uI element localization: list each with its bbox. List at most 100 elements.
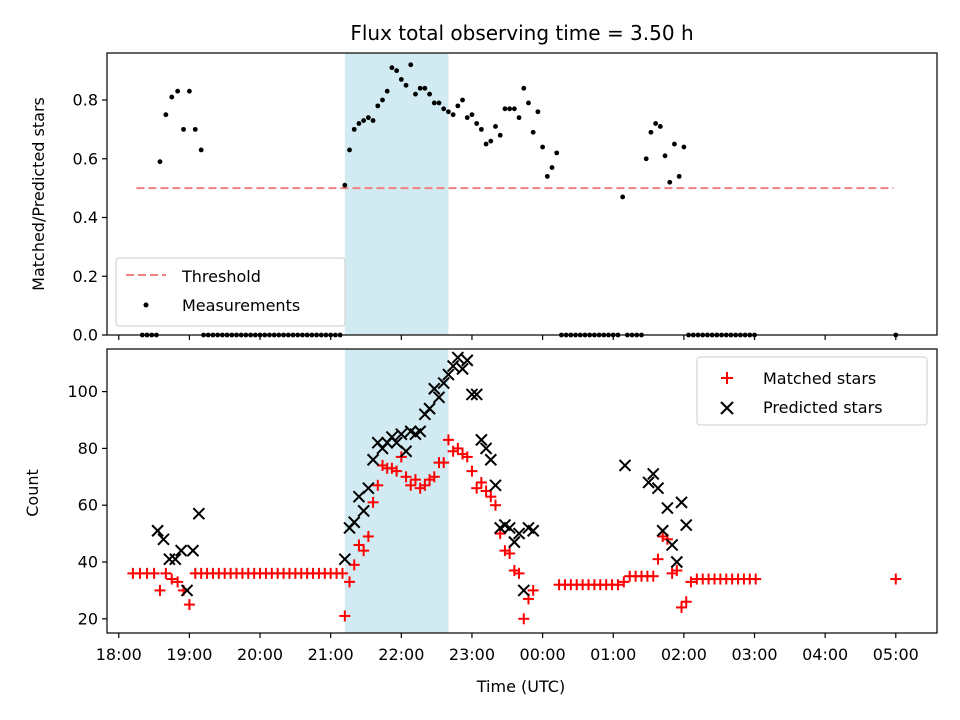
x-tick-label: 22:00 [378,645,424,664]
matched-star-point [148,567,160,579]
measurement-point [464,115,470,121]
predicted-star-point [470,388,483,401]
measurement-point [347,147,352,153]
measurement-point [554,150,560,156]
predicted-star-point [670,555,684,569]
predicted-star-point [413,425,427,438]
top-legend: Threshold Measurements [115,257,346,327]
measurement-point [653,121,659,126]
y-tick-label: 20 [78,609,98,628]
measurement-point [643,156,649,162]
matched-star-point [685,576,697,588]
predicted-star-point [503,521,516,535]
predicted-star-point [512,527,526,540]
matched-star-point [452,442,464,454]
measurement-point [342,182,348,188]
measurement-point [389,65,395,71]
measurement-point [516,115,522,121]
matched-star-point [160,567,172,579]
legend-predicted-swatch [720,401,734,415]
bottom-x-axis-ticks: 18:00 19:00 20:00 21:00 22:00 23:00 00:00 01:00… [96,633,919,664]
measurement-point [648,129,654,135]
x-tick-label: 20:00 [237,645,283,664]
predicted-star-point [357,504,370,518]
x-tick-label: 03:00 [731,645,777,664]
x-tick-label: 18:00 [96,645,142,664]
measurement-point [483,141,489,147]
matched-star-point [527,584,539,596]
predicted-star-point [665,538,679,552]
measurement-point [672,141,677,147]
predicted-star-point [656,524,669,537]
count-subplot: 20 40 60 80 100 18:00 19:00 20:00 21:00 22:00 23:… [23,348,938,696]
matched-star-point [353,539,365,551]
x-tick-label: 19:00 [166,645,212,664]
matched-star-point [419,479,431,491]
predicted-star-point [461,354,474,367]
measurement-point [676,173,682,179]
predicted-star-point [180,584,194,597]
x-tick-label: 23:00 [449,645,495,664]
bottom-legend: Matched stars Predicted stars [696,356,928,426]
matched-star-point [339,610,351,622]
measurement-point [408,62,414,68]
legend-matched-label: Matched stars [763,369,876,388]
predicted-star-point [428,382,441,395]
predicted-star-point [661,501,674,515]
matched-star-point [475,476,487,488]
matched-star-point [504,547,516,559]
measurement-point [511,106,517,112]
measurement-point [403,82,409,88]
measurement-point [361,118,367,123]
top-legend-box [115,257,346,327]
predicted-star-point [348,516,361,529]
measurement-point [544,173,550,179]
matched-star-point [490,499,502,511]
measurement-point [187,88,192,94]
matched-star-point [428,471,440,483]
predicted-star-point [517,584,530,597]
predicted-star-point [423,402,436,415]
predicted-star-point [526,524,540,537]
ratio-subplot: Flux total observing time = 3.50 h 0.00.… [29,21,938,345]
x-tick-label: 00:00 [520,645,566,664]
matched-star-point [471,482,483,494]
measurement-point [441,106,447,112]
observing-window-shade-bottom [344,349,449,633]
matched-star-point [183,599,195,611]
matched-star-point [391,465,403,477]
y-tick-label: 100 [67,382,98,401]
matched-stars-series [127,434,902,625]
legend-measurements-swatch [143,302,149,308]
measurement-point [375,103,381,109]
measurement-point [657,124,663,129]
matched-star-point [362,530,374,542]
predicted-star-point [675,496,688,509]
bottom-y-axis-ticks: 20 40 60 80 100 [67,382,107,628]
measurement-point [681,144,687,150]
predicted-star-point [399,445,413,458]
matched-star-point [750,573,762,585]
measurement-point [667,179,673,185]
bottom-axes-frame [106,348,938,634]
matched-star-point [442,434,454,446]
predicted-star-point [186,544,200,557]
measurement-point [493,124,498,129]
measurement-point [540,144,546,150]
predicted-star-point [192,507,206,520]
measurement-point [474,121,480,126]
measurement-point [488,138,494,144]
matched-star-point [166,573,178,585]
predicted-star-point [163,552,176,566]
predicted-star-point [680,518,693,532]
measurement-point [427,91,432,97]
y-tick-label: 0.6 [73,149,98,168]
matched-star-point [518,613,530,625]
y-tick-label: 0.0 [73,326,98,345]
measurement-point [198,147,204,153]
measurement-point [380,97,385,103]
matched-star-point [890,573,902,585]
measurement-point [413,91,418,97]
matched-star-point [400,471,412,483]
measurement-point [394,68,400,74]
